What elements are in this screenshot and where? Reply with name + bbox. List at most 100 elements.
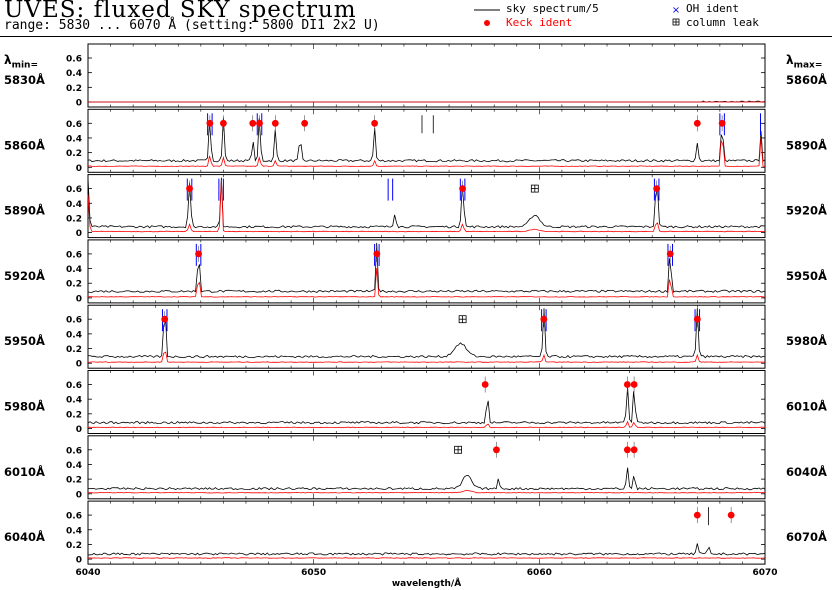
y-tick-label: 0.6 — [66, 316, 82, 326]
sky-spectrum-line — [87, 177, 766, 229]
y-tick-label: 0.2 — [66, 476, 82, 486]
legend-swatches-right: × — [672, 5, 680, 26]
keck-ident-dot — [195, 250, 202, 258]
panel-lambda-min: 6010Å — [4, 464, 45, 479]
column-leak-marker — [458, 315, 467, 324]
y-tick-label: 0.4 — [66, 526, 82, 536]
panel-lambda-max: 5920Å — [786, 203, 827, 218]
x-tick-label: 6040 — [75, 568, 100, 578]
keck-ident-dot — [249, 119, 257, 127]
y-tick-label: 0.6 — [66, 55, 82, 65]
keck-ident-dot — [220, 119, 227, 127]
keck-ident-dot — [481, 381, 489, 388]
lambda-max-sub: max= — [793, 60, 823, 71]
keck-model-line — [87, 489, 766, 494]
sky-spectrum-line — [87, 242, 766, 294]
panel-lambda-min: 5950Å — [4, 333, 45, 348]
lambda-min-heading: λmin= — [4, 53, 39, 71]
keck-ident-dot — [161, 315, 169, 323]
panel-lambda-min: 6040Å — [4, 529, 45, 544]
keck-ident-dot — [718, 119, 726, 127]
legend-keck-swatch — [484, 20, 490, 26]
y-tick-label: 0.6 — [66, 512, 82, 522]
y-tick-label: 0.2 — [66, 214, 82, 224]
panel-6040: 0.6 0.4 0.2 0 6040Å 6070Å — [4, 500, 827, 566]
keck-ident-dot — [493, 446, 500, 454]
legend-sky-label: sky spectrum/5 — [506, 2, 599, 15]
y-tick-label: 0 — [76, 164, 82, 174]
panel-lambda-min: 5920Å — [4, 268, 45, 283]
page-title: UVES: fluxed SKY spectrum — [4, 0, 357, 23]
y-tick-label: 0 — [76, 360, 82, 370]
keck-ident-dot — [206, 119, 214, 127]
keck-model-line — [87, 420, 766, 429]
panel-lambda-min: 5860Å — [4, 137, 45, 152]
keck-model-line — [87, 557, 765, 559]
y-tick-label: 0.2 — [66, 149, 82, 159]
panel-5830: 0.6 0.4 0.2 0 5830Å 5860Å — [4, 43, 827, 109]
y-tick-label: 0.2 — [66, 410, 82, 420]
keck-ident-dot — [371, 119, 378, 127]
y-tick-label: 0.4 — [66, 69, 82, 79]
y-tick-label: 0.4 — [66, 396, 82, 406]
keck-model-line — [87, 137, 766, 167]
panel-frame — [87, 370, 766, 434]
column-leak-marker — [454, 445, 462, 454]
panel-5950: 0.6 0.4 0.2 0 5950Å 5980Å — [4, 304, 827, 370]
y-tick-label: 0.4 — [66, 265, 82, 275]
sky-spectrum-line — [87, 543, 766, 556]
y-tick-label: 0.4 — [66, 330, 82, 340]
panel-lambda-max: 5980Å — [786, 333, 827, 348]
sky-spectrum-line — [87, 387, 766, 425]
panel-lambda-min: 5890Å — [4, 203, 45, 218]
y-tick-label: 0.4 — [66, 461, 82, 471]
keck-ident-dot — [186, 185, 193, 193]
x-axis-label: wavelength/Å — [392, 578, 461, 589]
panel-5920: 0.6 0.4 0.2 0 5920Å 5950Å — [4, 239, 827, 304]
sky-spectrum-line — [87, 308, 766, 359]
keck-ident-dot — [256, 119, 263, 127]
y-tick-label: 0.6 — [66, 250, 82, 260]
sky-spectrum-line — [88, 467, 766, 491]
y-tick-label: 0 — [76, 99, 82, 109]
keck-ident-dot — [623, 446, 631, 454]
keck-ident-dot — [666, 250, 674, 258]
panel-lambda-max: 6010Å — [786, 399, 827, 414]
y-tick-label: 0 — [76, 425, 82, 435]
legend-leak-label: column leak — [686, 16, 759, 29]
lambda-max-heading: λmax= — [786, 53, 823, 71]
panel-frame — [87, 239, 766, 304]
keck-ident-dot — [459, 185, 467, 193]
header-rule — [0, 36, 832, 37]
y-tick-label: 0.6 — [66, 381, 82, 391]
panel-lambda-max: 5950Å — [786, 268, 827, 283]
panel-frame — [87, 304, 766, 369]
keck-ident-dot — [301, 119, 309, 127]
lambda-min-sub: min= — [11, 60, 39, 71]
y-tick-label: 0.6 — [66, 185, 82, 195]
keck-ident-dot — [540, 315, 548, 323]
panel-lambda-max: 6070Å — [786, 529, 827, 544]
keck-model-line — [87, 267, 766, 298]
panel-lambda-min: 5980Å — [4, 399, 45, 414]
keck-ident-dot — [373, 250, 381, 258]
panel-6010: 0.6 0.4 0.2 0 6010Å 6040Å — [4, 435, 827, 500]
y-tick-label: 0.2 — [66, 280, 82, 290]
keck-ident-dot — [630, 446, 638, 454]
keck-ident-dot — [653, 185, 661, 193]
panel-lambda-min: 5830Å — [4, 72, 45, 87]
panel-lambda-max: 6040Å — [786, 464, 827, 479]
y-tick-label: 0.6 — [66, 120, 82, 130]
panel-5980: 0.6 0.4 0.2 0 5980Å 6010Å — [4, 370, 827, 435]
legend-oh-swatch: × — [672, 5, 680, 16]
panel-frame — [87, 500, 766, 565]
y-tick-label: 0.4 — [66, 134, 82, 144]
keck-ident-dot — [271, 119, 279, 127]
y-tick-label: 0.2 — [66, 345, 82, 355]
panel-5860: 0.6 0.4 0.2 0 5860Å 5890Å — [4, 108, 827, 174]
column-leak-marker — [530, 184, 539, 193]
x-tick-label: 6070 — [752, 568, 777, 578]
legend-leak-swatch — [672, 18, 680, 26]
